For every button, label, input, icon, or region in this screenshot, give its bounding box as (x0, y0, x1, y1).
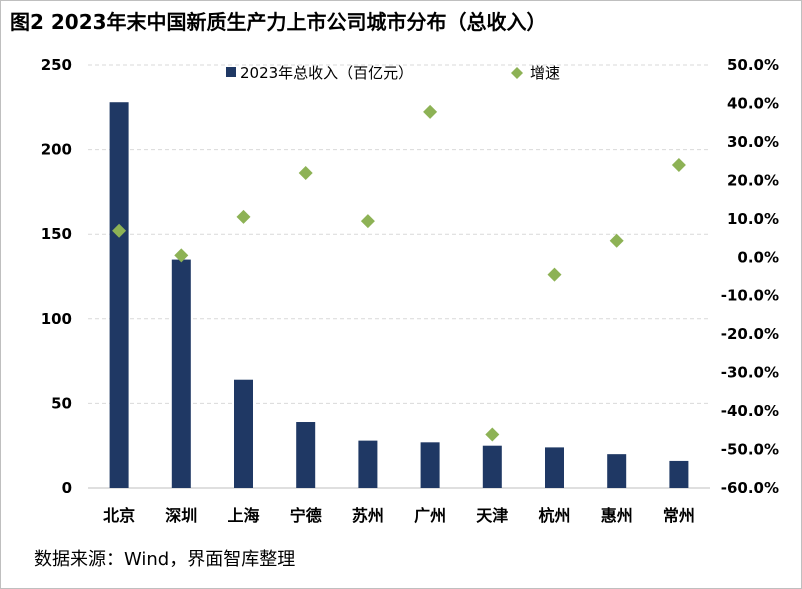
category-label: 常州 (663, 506, 695, 525)
right-axis-ticks: 50.0% 40.0% 30.0% 20.0% 10.0% 0.0% -10.0% -20.0… (721, 56, 779, 497)
left-tick-label: 0 (62, 479, 72, 497)
legend: 2023年总收入（百亿元） 增速 (226, 64, 560, 82)
growth-marker (112, 223, 127, 238)
left-tick-label: 200 (41, 141, 72, 159)
growth-marker (485, 427, 500, 442)
right-tick-label: 10.0% (727, 210, 779, 228)
bar (296, 422, 316, 488)
bar (234, 379, 253, 488)
growth-marker (236, 209, 251, 224)
bar (358, 440, 378, 488)
bar (109, 102, 129, 488)
right-tick-label: -50.0% (721, 441, 779, 459)
right-tick-label: -30.0% (721, 364, 779, 382)
right-tick-label: -40.0% (721, 402, 779, 420)
left-tick-label: 250 (41, 56, 72, 74)
growth-series (112, 104, 686, 442)
right-tick-label: -20.0% (721, 325, 779, 343)
chart-title: 图2 2023年末中国新质生产力上市公司城市分布（总收入） (10, 10, 547, 34)
bar (607, 454, 627, 488)
left-tick-label: 150 (41, 225, 72, 243)
legend-bar-swatch (226, 67, 236, 77)
bar (482, 445, 502, 488)
category-label: 惠州 (601, 506, 633, 525)
right-tick-label: 30.0% (727, 133, 779, 151)
right-tick-label: 50.0% (727, 56, 779, 74)
left-tick-label: 100 (41, 310, 72, 328)
right-tick-label: -10.0% (721, 287, 779, 305)
bar (420, 442, 440, 488)
gridlines (88, 64, 710, 489)
category-label: 天津 (476, 506, 508, 525)
left-tick-label: 50 (51, 394, 72, 412)
bar-series (109, 102, 689, 488)
right-tick-label: 20.0% (727, 171, 779, 189)
legend-marker-swatch (511, 67, 523, 79)
source-note: 数据来源：Wind，界面智库整理 (34, 549, 296, 570)
growth-marker (671, 157, 686, 172)
growth-marker (547, 267, 562, 282)
growth-marker (609, 233, 624, 248)
growth-marker (360, 214, 375, 229)
category-label: 杭州 (538, 506, 570, 525)
right-tick-label: -60.0% (721, 479, 779, 497)
category-labels: 北京 深圳 上海 宁德 苏州 广州 天津 杭州 惠州 常州 (103, 506, 695, 525)
bar (545, 447, 564, 488)
legend-bar-label: 2023年总收入（百亿元） (240, 64, 413, 82)
growth-marker (298, 166, 313, 181)
bar (669, 460, 689, 488)
left-axis-ticks: 0 50 100 150 200 250 (41, 56, 72, 497)
category-label: 北京 (103, 506, 135, 525)
right-tick-label: 40.0% (727, 94, 779, 112)
right-tick-label: 0.0% (737, 248, 779, 266)
legend-marker-label: 增速 (530, 64, 560, 82)
category-label: 上海 (227, 506, 259, 525)
bar (171, 259, 191, 488)
category-label: 苏州 (352, 506, 384, 525)
growth-marker (174, 248, 189, 263)
growth-marker (423, 104, 438, 119)
category-label: 广州 (414, 506, 446, 525)
category-label: 深圳 (165, 506, 197, 525)
category-label: 宁德 (290, 506, 322, 525)
